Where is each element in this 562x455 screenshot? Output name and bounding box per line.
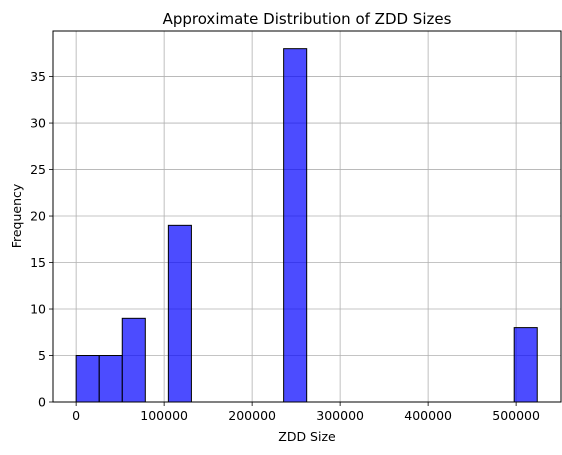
x-axis-ticks: 0 100000 200000 300000 400000 500000: [72, 402, 540, 423]
x-tick-label: 500000: [492, 408, 540, 423]
plot-frame: [52, 30, 562, 403]
y-tick-label: 25: [30, 162, 46, 177]
histogram-bar: [283, 48, 308, 403]
histogram-bar: [167, 224, 192, 403]
y-tick-label: 5: [38, 348, 46, 363]
x-axis-label: ZDD Size: [278, 429, 336, 444]
y-axis-label: Frequency: [9, 183, 24, 248]
histogram-bar: [98, 355, 123, 403]
bars-group: [75, 48, 538, 403]
y-tick-label: 10: [30, 302, 46, 317]
histogram-bar: [121, 317, 146, 403]
x-tick-label: 300000: [316, 408, 364, 423]
x-tick-label: 100000: [140, 408, 188, 423]
histogram-bar: [513, 327, 538, 403]
y-tick-label: 0: [38, 395, 46, 410]
chart-title: Approximate Distribution of ZDD Sizes: [163, 10, 452, 28]
y-tick-label: 15: [30, 255, 46, 270]
x-tick-label: 0: [72, 408, 80, 423]
y-tick-label: 35: [30, 69, 46, 84]
histogram-bar: [75, 355, 100, 403]
y-tick-label: 30: [30, 116, 46, 131]
y-tick-label: 20: [30, 209, 46, 224]
x-tick-label: 400000: [404, 408, 452, 423]
x-tick-label: 200000: [228, 408, 276, 423]
y-axis-ticks: 0 5 10 15 20 25 30 35: [30, 69, 53, 410]
